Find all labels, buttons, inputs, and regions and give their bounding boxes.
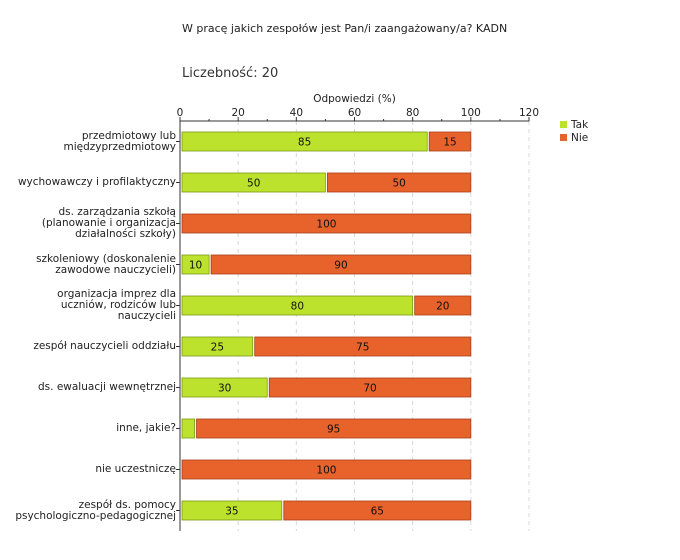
legend: Tak Nie <box>560 118 588 144</box>
data-label-tak: 25 <box>211 342 224 354</box>
category-label: przedmiotowy lub międzyprzedmiotowy <box>63 129 176 153</box>
data-label-nie: 65 <box>371 506 384 518</box>
category-label: inne, jakie? <box>116 422 176 434</box>
category-label: nie uczestniczę <box>95 463 176 475</box>
data-label-nie: 50 <box>392 178 405 190</box>
data-label-nie: 15 <box>443 137 456 149</box>
bar-nie <box>196 418 472 439</box>
bar-tak <box>181 131 428 152</box>
category-label: organizacja imprez dla uczniów, rodziców … <box>57 288 176 322</box>
x-tick-label: 100 <box>461 107 481 119</box>
data-label-nie: 100 <box>316 465 336 477</box>
bar-tak <box>181 418 195 439</box>
x-tick-label: 60 <box>348 107 361 119</box>
count-label: Liczebność: 20 <box>182 66 279 81</box>
data-label-nie: 90 <box>334 260 347 272</box>
legend-label: Nie <box>571 131 589 144</box>
data-label-tak: 10 <box>189 260 202 272</box>
bar-nie <box>210 254 472 275</box>
data-label-nie: 20 <box>436 301 449 313</box>
x-tick-label: 80 <box>406 107 419 119</box>
data-label-nie: 70 <box>363 383 376 395</box>
data-label-tak: 85 <box>298 137 311 149</box>
bar-nie <box>254 336 472 357</box>
data-label-nie: 75 <box>356 342 369 354</box>
data-label-tak: 80 <box>291 301 304 313</box>
x-tick-label: 120 <box>519 107 539 119</box>
legend-label: Tak <box>571 118 589 131</box>
chart-title: W pracę jakich zespołów jest Pan/i zaang… <box>182 22 508 35</box>
bar-tak <box>181 295 414 316</box>
data-label-tak: 30 <box>218 383 231 395</box>
data-label-tak: 50 <box>247 178 260 190</box>
legend-swatch <box>560 121 567 128</box>
category-label: wychowawczy i profilaktyczny <box>17 176 176 188</box>
bar-tak <box>181 172 326 193</box>
bar-tak <box>181 336 254 357</box>
data-label-nie: 100 <box>316 219 336 231</box>
bar-nie <box>181 459 472 480</box>
x-axis-label: Odpowiedzi (%) <box>313 93 396 105</box>
category-label: szkoleniowy (doskonalenie zawodowe nauczy… <box>36 252 176 276</box>
category-label: zespół nauczycieli oddziału <box>33 340 176 352</box>
bar-tak <box>181 254 210 275</box>
bar-nie <box>327 172 472 193</box>
data-label-nie: 95 <box>327 424 340 436</box>
bar-nie <box>283 500 472 521</box>
bar-nie <box>181 213 472 234</box>
legend-item-nie: Nie <box>560 131 588 144</box>
bar-nie <box>268 377 472 398</box>
category-label: ds. ewaluacji wewnętrznej <box>38 381 176 393</box>
x-tick-label: 0 <box>177 107 184 119</box>
data-label-tak: 35 <box>225 506 238 518</box>
category-label: ds. zarządzania szkołą (planowanie i orga… <box>41 206 176 240</box>
legend-item-tak: Tak <box>560 118 588 131</box>
x-tick-label: 20 <box>231 107 244 119</box>
category-label: zespół ds. pomocy psychologiczno-pedagogi… <box>15 498 176 522</box>
legend-swatch <box>560 134 567 141</box>
bar-nie <box>428 131 472 152</box>
bar-tak <box>181 500 283 521</box>
bar-tak <box>181 377 268 398</box>
bar-nie <box>414 295 472 316</box>
x-tick-label: 40 <box>290 107 303 119</box>
